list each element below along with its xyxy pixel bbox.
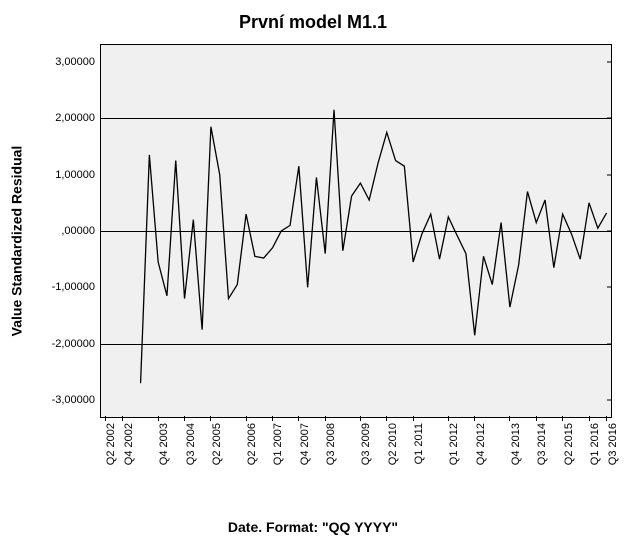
- chart-container: První model M1.1 Value Standardized Resi…: [0, 0, 626, 541]
- x-tick-label: Q3 2014: [536, 423, 548, 465]
- x-tick-label: Q3 2016: [607, 423, 619, 465]
- y-axis-label-text: Value Standardized Residual: [8, 145, 24, 336]
- plot-area: -3,00000-2,00000-1,00000,000001,000002,0…: [100, 44, 612, 418]
- y-tick-label: 3,00000: [55, 56, 101, 68]
- y-tick-mark: [607, 174, 612, 175]
- ref-line: [101, 344, 611, 345]
- chart-title: První model M1.1: [0, 12, 626, 33]
- x-tick-mark: [210, 416, 211, 421]
- y-tick-label: -2,00000: [52, 338, 101, 350]
- x-tick-label: Q4 2007: [299, 423, 311, 465]
- x-tick-mark: [158, 416, 159, 421]
- x-tick-label: Q1 2011: [413, 423, 425, 464]
- x-tick-mark: [298, 416, 299, 421]
- x-tick-label: Q3 2004: [185, 423, 197, 465]
- y-tick-mark: [607, 343, 612, 344]
- ref-line: [101, 231, 611, 232]
- x-tick-mark: [386, 416, 387, 421]
- x-tick-mark: [589, 416, 590, 421]
- y-axis-label: Value Standardized Residual: [6, 40, 26, 441]
- x-tick-mark: [536, 416, 537, 421]
- x-tick-label: Q3 2009: [360, 423, 372, 465]
- x-tick-mark: [509, 416, 510, 421]
- y-tick-label: ,00000: [61, 225, 101, 237]
- x-tick-mark: [272, 416, 273, 421]
- x-tick-mark: [184, 416, 185, 421]
- x-tick-label: Q2 2015: [563, 423, 575, 465]
- x-tick-label: Q4 2003: [158, 423, 170, 465]
- x-tick-label: Q2 2005: [211, 423, 223, 465]
- x-tick-label: Q2 2002: [105, 423, 117, 465]
- x-tick-label: Q4 2012: [475, 423, 487, 465]
- x-tick-mark: [448, 416, 449, 421]
- x-tick-label: Q4 2002: [123, 423, 135, 465]
- y-tick-label: -1,00000: [52, 281, 101, 293]
- x-tick-mark: [246, 416, 247, 421]
- x-tick-mark: [606, 416, 607, 421]
- x-tick-label: Q1 2012: [448, 423, 460, 465]
- x-tick-mark: [122, 416, 123, 421]
- x-tick-mark: [474, 416, 475, 421]
- y-tick-label: 1,00000: [55, 169, 101, 181]
- x-tick-mark: [325, 416, 326, 421]
- x-tick-label: Q1 2007: [272, 423, 284, 465]
- x-tick-label: Q2 2010: [387, 423, 399, 465]
- residual-line: [141, 110, 607, 383]
- y-tick-mark: [607, 287, 612, 288]
- ref-line: [101, 118, 611, 119]
- y-tick-label: 2,00000: [55, 112, 101, 124]
- y-tick-mark: [607, 61, 612, 62]
- x-axis-label: Date. Format: "QQ YYYY": [0, 519, 626, 535]
- x-tick-mark: [562, 416, 563, 421]
- y-tick-mark: [607, 400, 612, 401]
- y-tick-label: -3,00000: [52, 394, 101, 406]
- x-tick-label: Q4 2013: [510, 423, 522, 465]
- x-tick-label: Q2 2006: [246, 423, 258, 465]
- x-tick-label: Q3 2008: [325, 423, 337, 465]
- y-tick-mark: [607, 231, 612, 232]
- x-tick-mark: [360, 416, 361, 421]
- x-tick-label: Q1 2016: [589, 423, 601, 465]
- y-tick-mark: [607, 118, 612, 119]
- x-tick-mark: [105, 416, 106, 421]
- x-tick-mark: [413, 416, 414, 421]
